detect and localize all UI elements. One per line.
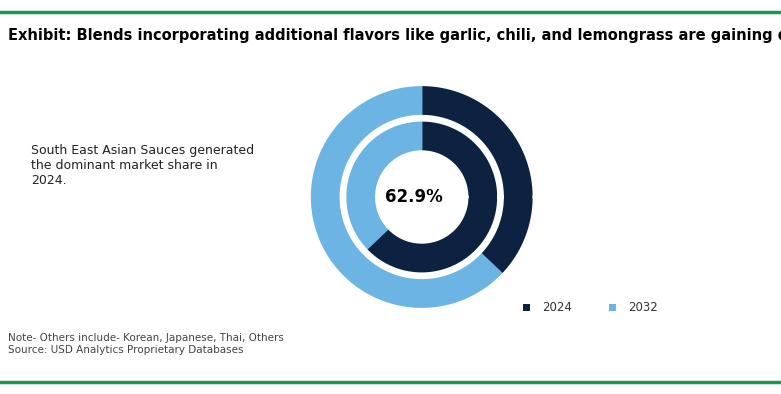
Text: 2024: 2024 bbox=[542, 301, 572, 314]
Polygon shape bbox=[376, 152, 467, 242]
Polygon shape bbox=[309, 85, 503, 309]
Text: South East Asian Sauces generated
the dominant market share in
2024.: South East Asian Sauces generated the do… bbox=[31, 144, 255, 187]
Text: Exhibit: Blends incorporating additional flavors like garlic, chili, and lemongr: Exhibit: Blends incorporating additional… bbox=[8, 28, 781, 43]
FancyBboxPatch shape bbox=[609, 304, 616, 311]
Text: 2032: 2032 bbox=[628, 301, 658, 314]
Polygon shape bbox=[422, 85, 534, 274]
Text: 62.9%: 62.9% bbox=[385, 188, 443, 206]
Text: Note- Others include- Korean, Japanese, Thai, Others
Source: USD Analytics Propr: Note- Others include- Korean, Japanese, … bbox=[8, 333, 284, 355]
Polygon shape bbox=[345, 120, 422, 250]
FancyBboxPatch shape bbox=[523, 304, 530, 311]
Polygon shape bbox=[366, 120, 498, 274]
